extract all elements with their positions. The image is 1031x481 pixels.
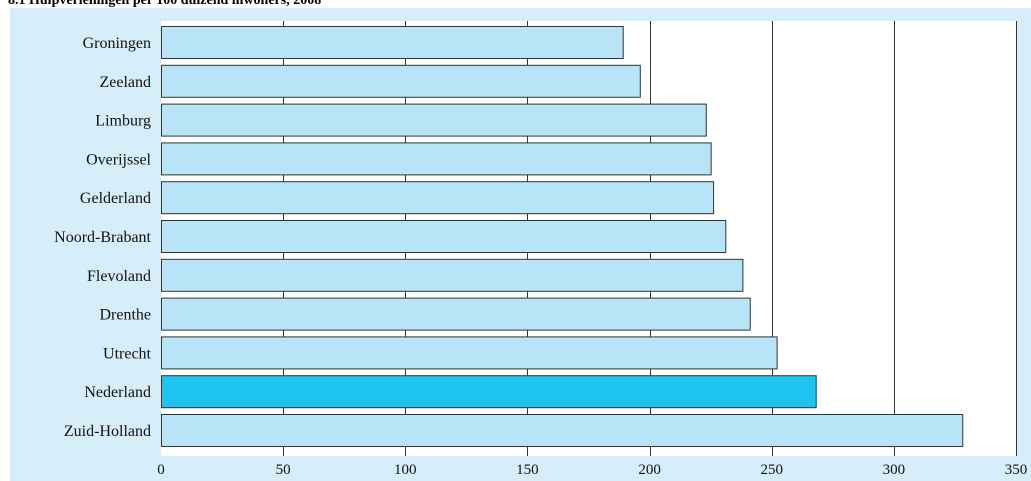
x-tick-label: 350 [1005,462,1028,478]
x-tick-label: 200 [638,462,661,478]
bar-overijssel [161,142,712,176]
category-label: Zuid-Holland [64,423,151,440]
category-label: Zeeland [99,74,151,91]
category-label: Drenthe [99,307,151,324]
category-label: Nederland [84,384,151,401]
bar-limburg [161,103,707,137]
x-tick-label: 300 [883,462,906,478]
bar-zeeland [161,64,641,98]
bar-flevoland [161,258,744,292]
category-label: Limburg [95,113,151,130]
bar-drenthe [161,297,751,331]
bar-noord-brabant [161,220,727,253]
chart-title: 8.1 Hulpverleningen per 100 duizend inwo… [8,0,322,8]
category-label: Groningen [83,35,151,52]
x-tick-label: 0 [157,462,165,478]
x-tick-label: 100 [394,462,417,478]
bar-utrecht [161,336,778,370]
category-label: Utrecht [103,345,152,362]
bar-groningen [161,26,624,59]
category-label: Flevoland [87,268,151,285]
x-tick-label: 50 [276,462,291,478]
category-label: Noord-Brabant [54,229,151,246]
category-label: Gelderland [80,190,151,207]
bar-nederland [161,375,817,409]
x-tick-label: 250 [760,462,783,478]
category-label: Overijssel [86,151,151,168]
x-tick-label: 150 [516,462,539,478]
bar-zuid-holland [161,414,964,447]
bar-gelderland [161,181,715,215]
